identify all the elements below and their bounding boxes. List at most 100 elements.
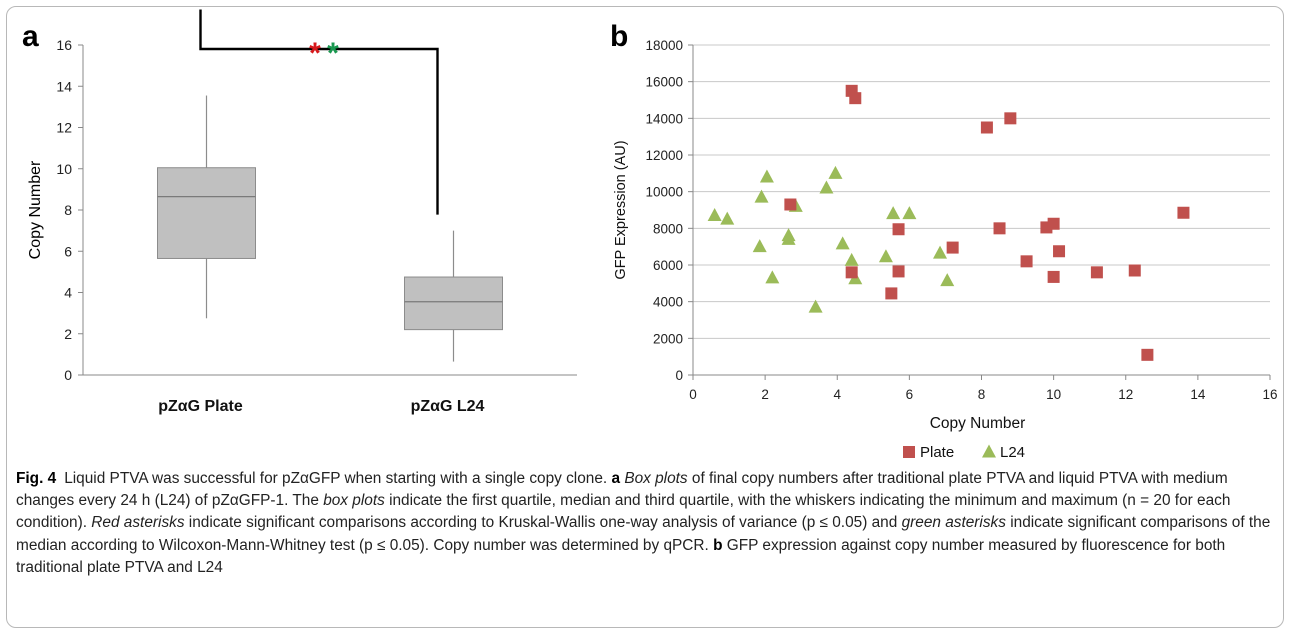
l24-point (933, 245, 948, 259)
y-tick-label: 8000 (653, 221, 683, 236)
y-tick-label: 14000 (645, 111, 683, 126)
plate-point (885, 287, 898, 300)
x-tick-label: 12 (1118, 387, 1133, 402)
y-tick-label: 14 (56, 78, 72, 94)
l24-point (828, 165, 843, 179)
y-tick-label: 8 (64, 202, 72, 218)
category-label: pZαG L24 (411, 398, 485, 415)
y-tick-label: 10000 (645, 185, 683, 200)
caption-body: Liquid PTVA was successful for pZαGFP wh… (16, 470, 1270, 576)
l24-point (707, 208, 722, 221)
category-label: pZαG Plate (158, 398, 243, 415)
plate-point (892, 223, 905, 236)
y-tick-label: 4 (64, 285, 72, 301)
interquartile-box (404, 276, 503, 331)
scatter-chart: 0 2000 4000 6000 8000 10000 12000 14000 16000 180… (613, 38, 1278, 461)
y-tick-label: 6 (64, 243, 72, 259)
l24-point (759, 169, 774, 183)
x-tick-label: 4 (833, 387, 841, 402)
box-1 (157, 95, 256, 319)
x-tick-label: 6 (906, 387, 914, 402)
plate-point (946, 241, 959, 254)
x-tick-label: 10 (1046, 387, 1061, 402)
x-axis-label: Copy Number (930, 415, 1026, 432)
plate-point (892, 265, 905, 278)
l24-point (781, 231, 796, 245)
y-tick-label: 2 (64, 326, 72, 342)
caption-part: GFP expression against copy number measu… (16, 536, 1226, 576)
y-tick-label: 16000 (645, 75, 683, 90)
l24-point (886, 206, 901, 220)
caption-part: box plots (323, 492, 385, 510)
y-tick-label: 16 (56, 37, 72, 53)
y-tick-label: 4000 (653, 295, 683, 310)
l24-point (808, 299, 823, 313)
plate-point (1047, 217, 1060, 230)
l24-point (844, 252, 859, 266)
plate-point (1177, 206, 1190, 219)
caption-part: indicate significant comparisons of the … (16, 514, 1271, 554)
l24-point (752, 239, 767, 253)
figure-panel (6, 6, 1284, 628)
legend-marker (982, 444, 996, 458)
y-tick-label: 0 (675, 368, 683, 383)
figure-caption: Fig. 4 Liquid PTVA was successful for pZα… (16, 468, 1278, 579)
y-tick-label: 2000 (653, 331, 683, 346)
caption-part: b (713, 536, 723, 554)
plate-point (1141, 348, 1154, 361)
y-axis-label: Copy Number (27, 160, 44, 259)
plate-point (1047, 270, 1060, 283)
panel-a-letter: a (22, 20, 39, 53)
caption-part: indicate the first quartile, median and … (16, 492, 1231, 532)
y-axis-label: GFP Expression (AU) (613, 140, 629, 279)
plate-point (980, 121, 993, 134)
l24-point (720, 211, 735, 225)
series-l24 (707, 165, 955, 313)
plate-point (849, 92, 862, 105)
caption-part: a (611, 470, 621, 487)
l24-point (765, 270, 780, 284)
l24-point (902, 206, 917, 220)
legend: Plate L24 (903, 444, 1025, 461)
significance-asterisk: * (309, 37, 321, 70)
legend-marker (903, 446, 915, 458)
y-tick-label: 18000 (645, 38, 683, 53)
l24-point (878, 249, 893, 263)
panel-b-letter: b (610, 20, 629, 53)
figure-label: Fig. 4 (16, 470, 57, 487)
y-tick-label: 12 (56, 120, 72, 136)
plate-point (1053, 245, 1066, 258)
y-tick-label: 0 (64, 367, 72, 383)
y-tick-label: 12000 (645, 148, 683, 163)
caption-part: green asterisks (901, 514, 1006, 532)
l24-point (819, 180, 834, 194)
plate-point (993, 222, 1006, 235)
x-tick-label: 14 (1190, 387, 1206, 402)
plate-point (1090, 266, 1103, 279)
x-tick-label: 0 (689, 387, 697, 402)
l24-point (754, 189, 769, 203)
x-tick-label: 2 (761, 387, 769, 402)
plate-point (845, 266, 858, 279)
y-tick-label: 6000 (653, 258, 683, 273)
caption-part: Liquid PTVA was successful for pZαGFP wh… (64, 470, 612, 487)
caption-part: of final copy numbers after traditional … (16, 470, 1228, 510)
l24-point (835, 236, 850, 250)
plate-point (1128, 264, 1141, 277)
y-tick-label: 10 (56, 161, 72, 177)
significance-bracket: * * (199, 9, 439, 215)
l24-point (940, 273, 955, 287)
bracket-line (199, 9, 439, 215)
caption-part: Box plots (624, 470, 688, 487)
interquartile-box (157, 167, 256, 259)
legend-label: L24 (1000, 444, 1025, 461)
significance-asterisk: * (327, 37, 339, 70)
series-plate (784, 84, 1190, 361)
x-tick-label: 16 (1262, 387, 1277, 402)
box-plot-chart: 0 2 4 6 8 10 12 14 16 Copy Number pZαG Plate pZαG L… (27, 9, 577, 415)
caption-part: indicate significant comparisons accordi… (184, 514, 902, 532)
legend-label: Plate (920, 444, 954, 461)
plate-point (1020, 255, 1033, 268)
plate-point (784, 198, 797, 211)
